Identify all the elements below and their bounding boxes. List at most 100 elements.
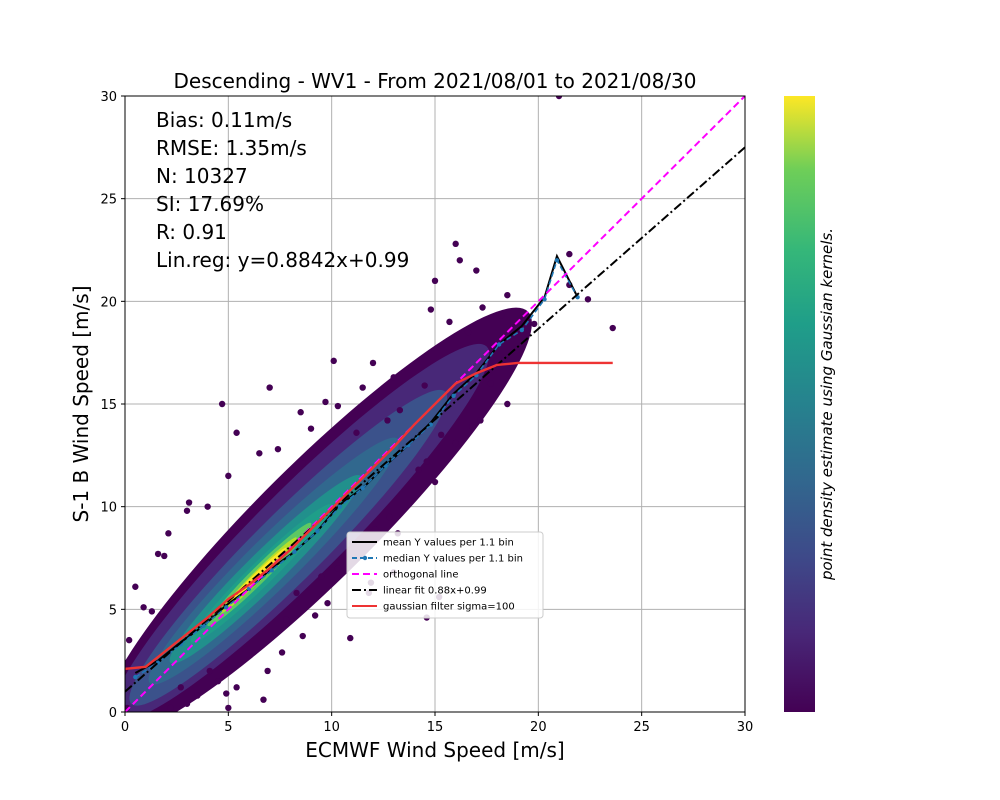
scatter-point xyxy=(223,690,230,697)
scatter-point xyxy=(469,423,476,430)
median-marker xyxy=(519,327,524,333)
median-marker xyxy=(292,549,297,555)
scatter-point xyxy=(497,312,505,319)
scatter-point xyxy=(256,450,263,457)
scatter-point xyxy=(504,400,511,408)
scatter-point xyxy=(347,634,354,642)
scatter-point xyxy=(386,513,393,521)
legend-label: gaussian filter sigma=100 xyxy=(383,602,515,613)
scatter-point xyxy=(324,599,331,607)
scatter-point xyxy=(431,478,439,486)
scatter-point xyxy=(311,612,319,619)
legend-label: median Y values per 1.1 bin xyxy=(383,554,523,565)
scatter-point xyxy=(225,704,232,712)
x-tick-label: 15 xyxy=(427,720,444,735)
scatter-point xyxy=(456,257,463,264)
y-tick-label: 0 xyxy=(109,706,117,721)
stat-line: N: 10327 xyxy=(156,164,248,188)
scatter-point xyxy=(479,304,486,311)
scatter-point xyxy=(125,636,133,644)
scatter-point xyxy=(204,503,211,510)
y-axis-label: S-1 B Wind Speed [m/s] xyxy=(69,286,93,523)
scatter-point xyxy=(278,649,286,656)
median-marker xyxy=(360,485,365,491)
scatter-point xyxy=(464,328,472,336)
scatter-point xyxy=(233,429,240,436)
x-tick-label: 10 xyxy=(323,720,340,735)
y-tick-label: 5 xyxy=(109,603,117,618)
median-marker xyxy=(133,674,138,680)
scatter-point xyxy=(423,458,430,465)
scatter-point xyxy=(318,573,325,580)
scatter-point xyxy=(154,550,162,558)
colorbar-label: point density estimate using Gaussian ke… xyxy=(818,228,836,581)
scatter-point xyxy=(330,357,337,365)
scatter-point xyxy=(161,552,168,560)
scatter-point xyxy=(431,277,439,284)
x-tick-label: 5 xyxy=(224,720,232,735)
scatter-point xyxy=(421,382,428,389)
scatter-point xyxy=(334,402,342,410)
scatter-point xyxy=(555,96,563,100)
y-tick-label: 15 xyxy=(100,398,117,413)
chart-title: Descending - WV1 - From 2021/08/01 to 20… xyxy=(173,69,696,93)
scatter-point xyxy=(214,678,222,685)
scatter-point xyxy=(609,324,616,332)
legend: mean Y values per 1.1 bin median Y values… xyxy=(346,531,544,619)
scatter-point xyxy=(140,604,147,611)
scatter-point xyxy=(334,565,342,572)
x-tick-label: 20 xyxy=(530,720,547,735)
median-marker xyxy=(451,393,456,398)
stat-line: RMSE: 1.35m/s xyxy=(156,136,307,160)
scatter-point xyxy=(283,616,290,623)
scatter-point xyxy=(165,530,172,537)
legend-box xyxy=(346,531,544,619)
median-marker xyxy=(542,297,547,302)
scatter-point xyxy=(218,400,226,408)
scatter-point xyxy=(132,583,139,590)
scatter-point xyxy=(384,417,391,424)
scatter-point xyxy=(260,696,267,703)
median-marker xyxy=(315,529,320,534)
median-marker xyxy=(554,258,560,263)
scatter-point xyxy=(183,507,191,514)
legend-marker xyxy=(362,555,368,561)
fit-lines xyxy=(125,96,745,712)
scatter-point xyxy=(452,240,459,248)
median-marker xyxy=(224,605,229,610)
scatter-point xyxy=(206,667,213,675)
scatter-point xyxy=(266,384,273,391)
scatter-point xyxy=(185,499,193,506)
stat-line: R: 0.91 xyxy=(156,220,227,244)
scatter-point xyxy=(264,667,271,675)
legend-label: orthogonal line xyxy=(383,570,459,581)
scatter-point xyxy=(359,384,366,391)
y-tick-label: 25 xyxy=(100,193,117,208)
median-marker xyxy=(337,504,343,509)
scatter-point xyxy=(299,460,306,467)
median-marker xyxy=(428,422,434,427)
scatter-point xyxy=(148,608,156,615)
scatter-point xyxy=(307,425,315,432)
scatter-point xyxy=(274,445,282,453)
series-line xyxy=(125,96,745,712)
stats-block: Bias: 0.11m/s RMSE: 1.35m/s N: 10327 SI: 17… xyxy=(156,108,409,272)
scatter-point xyxy=(297,409,304,416)
x-tick-label: 0 xyxy=(121,720,129,735)
scatter-point xyxy=(477,417,484,424)
scatter-point xyxy=(194,692,201,699)
x-axis-ticks: 0 5 10 15 20 25 30 xyxy=(121,712,753,735)
scatter-point xyxy=(566,250,573,258)
scatter-point xyxy=(167,704,174,712)
legend-label: linear fit 0.88x+0.99 xyxy=(383,586,487,597)
scatter-point xyxy=(584,296,592,303)
stat-line: SI: 17.69% xyxy=(156,192,264,216)
scatter-point xyxy=(353,429,360,436)
density-scatter xyxy=(125,96,616,712)
scatter-point xyxy=(183,700,191,707)
y-tick-label: 10 xyxy=(100,501,117,516)
scatter-point xyxy=(504,291,511,299)
median-marker xyxy=(269,568,274,573)
scatter-point xyxy=(452,439,459,447)
